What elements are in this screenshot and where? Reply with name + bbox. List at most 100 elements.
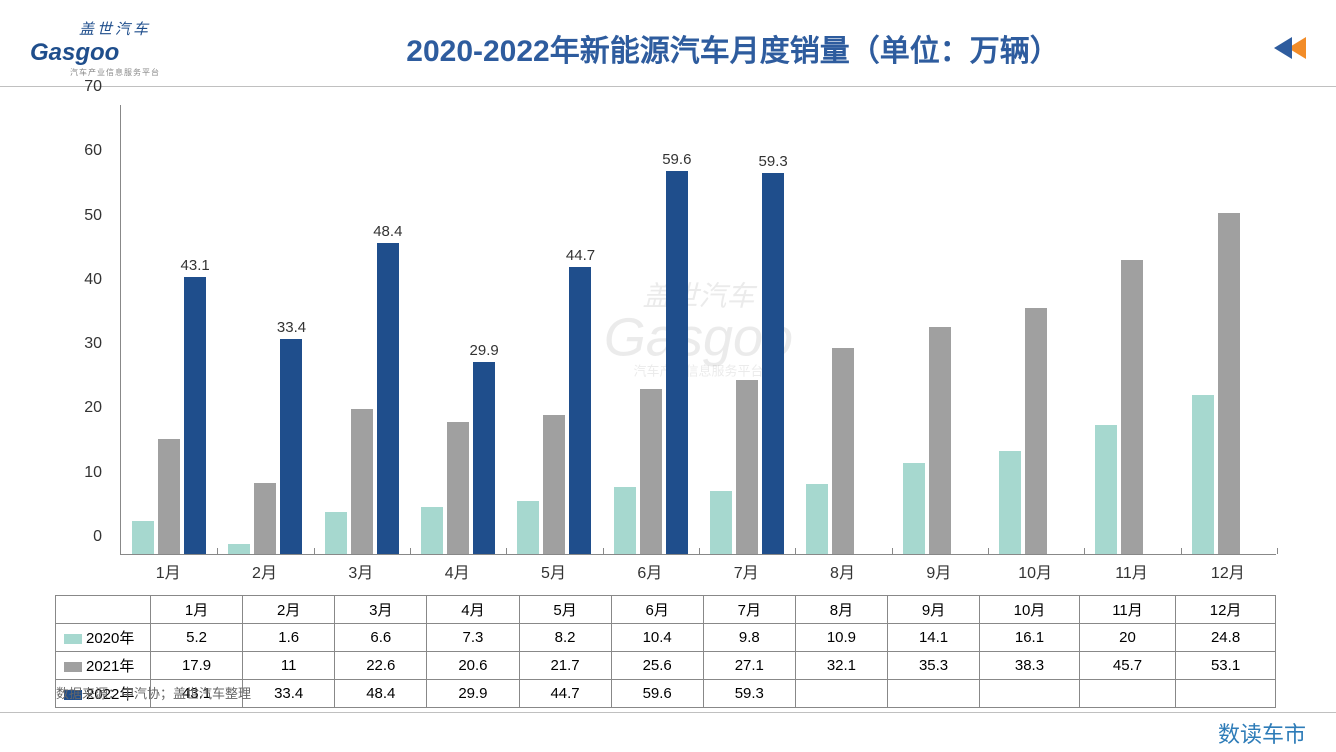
table-cell: [1079, 680, 1175, 708]
bar-group: [892, 327, 988, 554]
bar: [254, 483, 276, 554]
bar-group: 43.1: [121, 277, 217, 554]
table-header-cell: 11月: [1079, 596, 1175, 624]
legend-cell: 2020年: [56, 624, 151, 652]
y-axis: 010203040506070: [70, 105, 110, 555]
table-cell: 33.4: [243, 680, 335, 708]
table-cell: 32.1: [795, 652, 887, 680]
bar: [640, 389, 662, 554]
table-header-cell: 12月: [1176, 596, 1276, 624]
y-tick: 0: [93, 528, 102, 546]
bar: [806, 484, 828, 554]
table-cell: 8.2: [519, 624, 611, 652]
table-cell: 1.6: [243, 624, 335, 652]
bar: [832, 348, 854, 554]
header: 盖世汽车 Gasgoo 汽车产业信息服务平台 2020-2022年新能源汽车月度…: [0, 0, 1336, 87]
bar-value-label: 33.4: [277, 319, 306, 336]
table-cell: 45.7: [1079, 652, 1175, 680]
table-cell: 9.8: [703, 624, 795, 652]
bar: 44.7: [569, 267, 591, 554]
bar: [903, 463, 925, 554]
logo-cn: 盖世汽车: [30, 18, 200, 39]
logo: 盖世汽车 Gasgoo 汽车产业信息服务平台: [30, 18, 200, 78]
table-cell: 17.9: [151, 652, 243, 680]
x-label: 2月: [252, 559, 277, 583]
table-cell: 38.3: [980, 652, 1080, 680]
bar-value-label: 59.6: [662, 151, 691, 168]
table-header-cell: 1月: [151, 596, 243, 624]
footer: 数读车市: [0, 712, 1336, 752]
table-header-cell: 10月: [980, 596, 1080, 624]
bar-group: 48.4: [314, 243, 410, 554]
table-cell: 21.7: [519, 652, 611, 680]
bar-group: [1084, 260, 1180, 554]
table-row: 2021年17.91122.620.621.725.627.132.135.33…: [56, 652, 1276, 680]
y-tick: 70: [84, 78, 102, 96]
bar-chart: 010203040506070 盖世汽车 Gasgoo 汽车产业信息服务平台 4…: [80, 105, 1276, 595]
table-cell: 59.3: [703, 680, 795, 708]
bar-value-label: 29.9: [470, 342, 499, 359]
legend-swatch-icon: [64, 634, 82, 644]
table-cell: [1176, 680, 1276, 708]
table-cell: 22.6: [335, 652, 427, 680]
source-note: 数据来源：中汽协；盖世汽车整理: [56, 683, 251, 702]
table-header-cell: 4月: [427, 596, 519, 624]
table-cell: [980, 680, 1080, 708]
x-label: 3月: [348, 559, 373, 583]
bar: [1218, 213, 1240, 554]
table-cell: [888, 680, 980, 708]
table-header-cell: 3月: [335, 596, 427, 624]
table-cell: 16.1: [980, 624, 1080, 652]
y-tick: 40: [84, 271, 102, 289]
x-label: 7月: [734, 559, 759, 583]
bar: 29.9: [473, 362, 495, 554]
table-header-cell: 5月: [519, 596, 611, 624]
bar: [1095, 425, 1117, 554]
table-cell: 48.4: [335, 680, 427, 708]
bar-group: 33.4: [217, 339, 313, 554]
y-tick: 50: [84, 207, 102, 225]
plot-area: 盖世汽车 Gasgoo 汽车产业信息服务平台 43.133.448.429.94…: [120, 105, 1276, 555]
table-row: 2020年5.21.66.67.38.210.49.810.914.116.12…: [56, 624, 1276, 652]
x-label: 8月: [830, 559, 855, 583]
table-cell: 35.3: [888, 652, 980, 680]
bar: [132, 521, 154, 554]
legend-swatch-icon: [64, 662, 82, 672]
table-cell: 27.1: [703, 652, 795, 680]
table-cell: 5.2: [151, 624, 243, 652]
corner-arrow-icon: [1266, 33, 1306, 63]
footer-brand: 数读车市: [1218, 717, 1306, 749]
bar: [999, 451, 1021, 555]
table-cell: 25.6: [611, 652, 703, 680]
logo-en: Gasgoo: [30, 39, 200, 67]
bar: 59.6: [666, 171, 688, 554]
x-label: 6月: [637, 559, 662, 583]
bar: [351, 409, 373, 554]
bar: [325, 512, 347, 554]
table-cell: 20: [1079, 624, 1175, 652]
bar-group: [1181, 213, 1277, 554]
bar: [228, 544, 250, 554]
table-cell: 7.3: [427, 624, 519, 652]
table-cell: 10.4: [611, 624, 703, 652]
x-axis: 1月2月3月4月5月6月7月8月9月10月11月12月: [120, 559, 1276, 585]
table-cell: [795, 680, 887, 708]
bar: [1192, 395, 1214, 554]
x-label: 12月: [1211, 559, 1245, 583]
bar: 59.3: [762, 173, 784, 554]
y-tick: 30: [84, 335, 102, 353]
x-label: 4月: [445, 559, 470, 583]
table-header-cell: 7月: [703, 596, 795, 624]
bar: [736, 380, 758, 554]
table-header-cell: 8月: [795, 596, 887, 624]
x-label: 9月: [926, 559, 951, 583]
table-cell: 14.1: [888, 624, 980, 652]
bar-value-label: 44.7: [566, 247, 595, 264]
table-header-cell: 9月: [888, 596, 980, 624]
bar: [710, 491, 732, 554]
bar: 33.4: [280, 339, 302, 554]
bar: [158, 439, 180, 554]
x-label: 5月: [541, 559, 566, 583]
y-tick: 20: [84, 399, 102, 417]
table-cell: 20.6: [427, 652, 519, 680]
